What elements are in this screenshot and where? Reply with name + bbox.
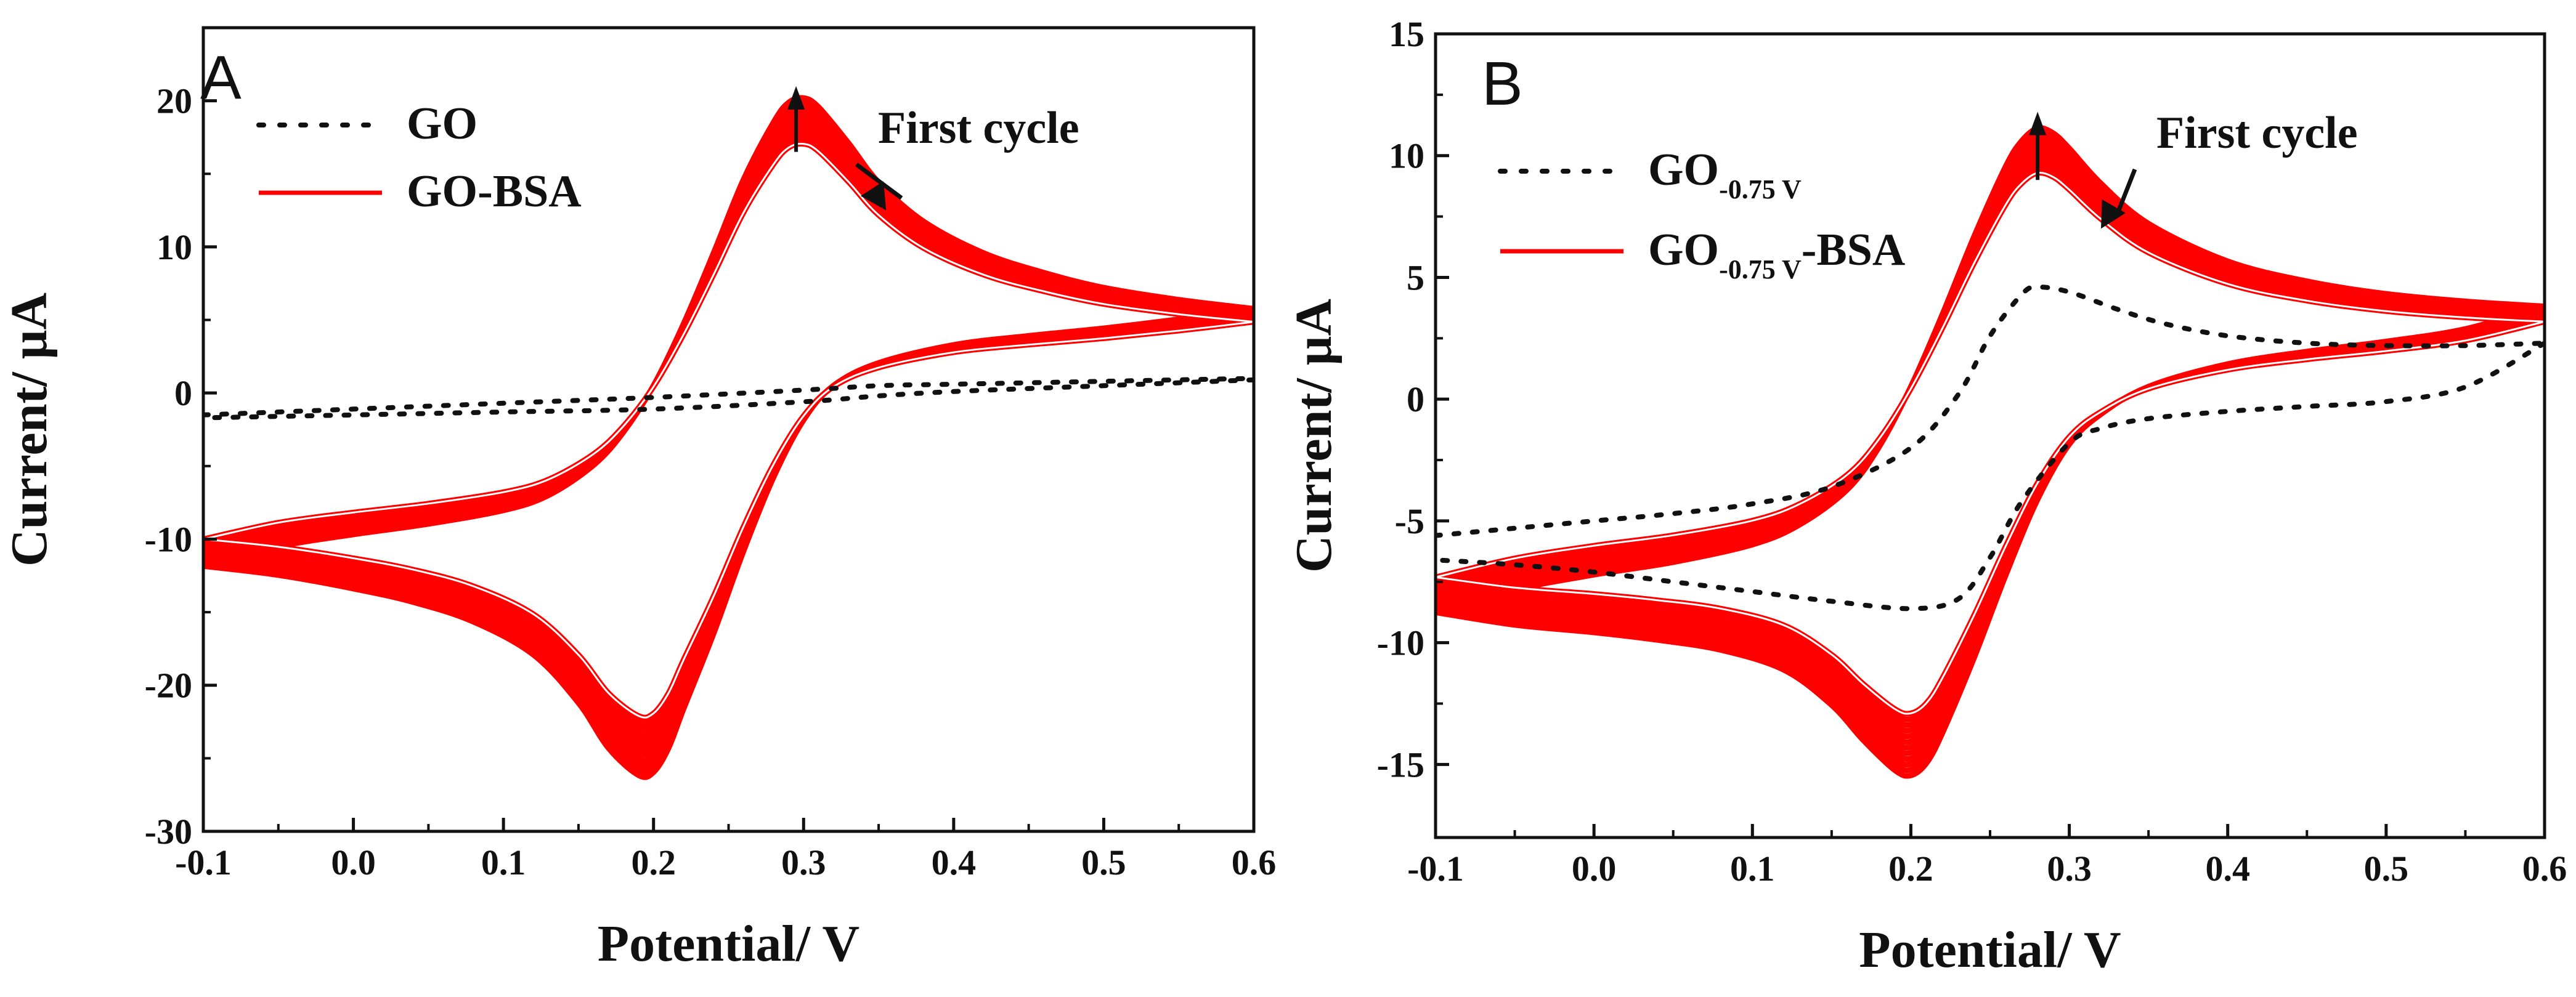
y-tick-label: 5 <box>1407 257 1424 297</box>
legend-label: GO <box>407 99 477 149</box>
y-tick-label: -20 <box>145 666 192 706</box>
x-axis-title: Potential/ V <box>598 915 859 972</box>
x-tick-label: 0.0 <box>331 842 376 882</box>
y-tick-label: 20 <box>156 81 192 121</box>
bsa-cycle-reverse-9 <box>1436 307 2545 762</box>
plot-frame <box>201 26 1256 833</box>
y-axis-title: Current/ μA <box>1285 299 1343 573</box>
bsa-cycle-reverse-12 <box>1436 304 2545 779</box>
go-forward-line <box>1436 285 2545 538</box>
bsa-cycle-reverse-10 <box>1436 306 2545 768</box>
x-tick-label: 0.0 <box>1572 849 1617 889</box>
plot-frame <box>1434 32 2546 839</box>
bsa-first-cycle-core-forward <box>1436 172 2545 578</box>
y-tick-label: 0 <box>1407 379 1424 419</box>
legend-name: GO <box>1648 225 1719 275</box>
bsa-cycle-reverse-1 <box>1436 318 2545 717</box>
legend-suffix: -BSA <box>1802 225 1906 275</box>
y-tick-label: 10 <box>156 227 192 267</box>
bsa-cycle-reverse-5 <box>1436 313 2545 740</box>
legend-label: GO-BSA <box>407 166 582 217</box>
x-tick-label: 0.6 <box>2522 849 2567 889</box>
legend-label: GO-0.75 V-BSA <box>1648 225 1905 285</box>
bsa-cycle-forward-12 <box>203 95 1254 569</box>
x-tick-label: 0.5 <box>2364 849 2409 889</box>
panel-a: -0.1 0.0 0.1 0.2 0.3 0.4 0.5 0.6 -30 -20 -10 0 10 20 P… <box>1 26 1277 972</box>
plot-area <box>203 95 1254 780</box>
legend-subscript: -0.75 V <box>1719 174 1802 204</box>
x-tick-label: -0.1 <box>175 842 232 882</box>
y-tick-label: -10 <box>145 519 192 559</box>
y-tick-label: -15 <box>1377 745 1424 785</box>
x-tick-label: 0.2 <box>1888 849 1933 889</box>
go-reverse-line <box>203 377 1254 421</box>
x-tick-label: 0.5 <box>1081 842 1126 882</box>
x-axis-title: Potential/ V <box>1859 921 2121 979</box>
bsa-cycle-reverse-4 <box>1436 315 2545 734</box>
x-tick-label: -0.1 <box>1407 849 1464 889</box>
x-tick-label: 0.3 <box>2047 849 2092 889</box>
y-axis-title: Current/ μA <box>1 293 58 567</box>
y-tick-label: -5 <box>1395 501 1424 541</box>
go-forward-line <box>203 376 1254 418</box>
legend-name: GO <box>1648 145 1719 195</box>
legend-name: GO <box>407 99 477 149</box>
legend-subscript: -0.75 V <box>1719 254 1802 285</box>
first-cycle-annotation: First cycle <box>2156 108 2358 158</box>
y-tick-label: 15 <box>1389 14 1424 54</box>
peak-increase-arrow-head <box>2029 111 2047 135</box>
x-tick-label: 0.6 <box>1232 842 1277 882</box>
bsa-cycle-reverse-8 <box>1436 309 2545 756</box>
legend-label: GO-0.75 V <box>1648 145 1802 204</box>
bsa-first-cycle-core-reverse <box>203 321 1254 719</box>
first-cycle-arrow-line <box>855 163 903 200</box>
y-tick-label: -30 <box>145 812 192 852</box>
bsa-cycle-reverse-6 <box>1436 312 2545 745</box>
bsa-first-cycle-core-reverse <box>1436 320 2545 715</box>
bsa-first-cycle-core-forward <box>203 142 1254 541</box>
x-tick-label: 0.4 <box>2205 849 2250 889</box>
first-cycle-arrow-head <box>2101 199 2126 229</box>
y-tick-label: -10 <box>1377 623 1424 663</box>
bsa-cycle-reverse-12 <box>203 305 1254 780</box>
x-tick-label: 0.1 <box>481 842 526 882</box>
panel-b: -0.1 0.0 0.1 0.2 0.3 0.4 0.5 0.6 -15 -10 -5 0 5 10 15 P… <box>1285 14 2567 979</box>
panel-letter: A <box>200 43 242 112</box>
bsa-cycle-forward-12 <box>1436 125 2545 615</box>
first-cycle-arrow-line <box>2114 168 2137 217</box>
legend-name: GO-BSA <box>407 166 582 217</box>
y-tick-label: 0 <box>174 373 192 413</box>
bsa-cycle-reverse-10 <box>203 308 1254 770</box>
peak-increase-arrow-head <box>787 86 805 110</box>
x-tick-label: 0.1 <box>1730 849 1775 889</box>
y-tick-label: 10 <box>1389 136 1424 176</box>
x-tick-label: 0.2 <box>631 842 676 882</box>
bsa-cycle-reverse-11 <box>203 307 1254 775</box>
panel-letter: B <box>1482 49 1523 118</box>
plot-area <box>1436 125 2545 779</box>
go-reverse-line <box>1436 341 2545 612</box>
x-tick-label: 0.4 <box>932 842 977 882</box>
first-cycle-annotation: First cycle <box>878 103 1079 153</box>
bsa-cycle-reverse-11 <box>1436 305 2545 773</box>
bsa-cycle-reverse-7 <box>1436 310 2545 751</box>
first-cycle-arrow-head <box>860 181 887 211</box>
x-tick-label: 0.3 <box>781 842 826 882</box>
